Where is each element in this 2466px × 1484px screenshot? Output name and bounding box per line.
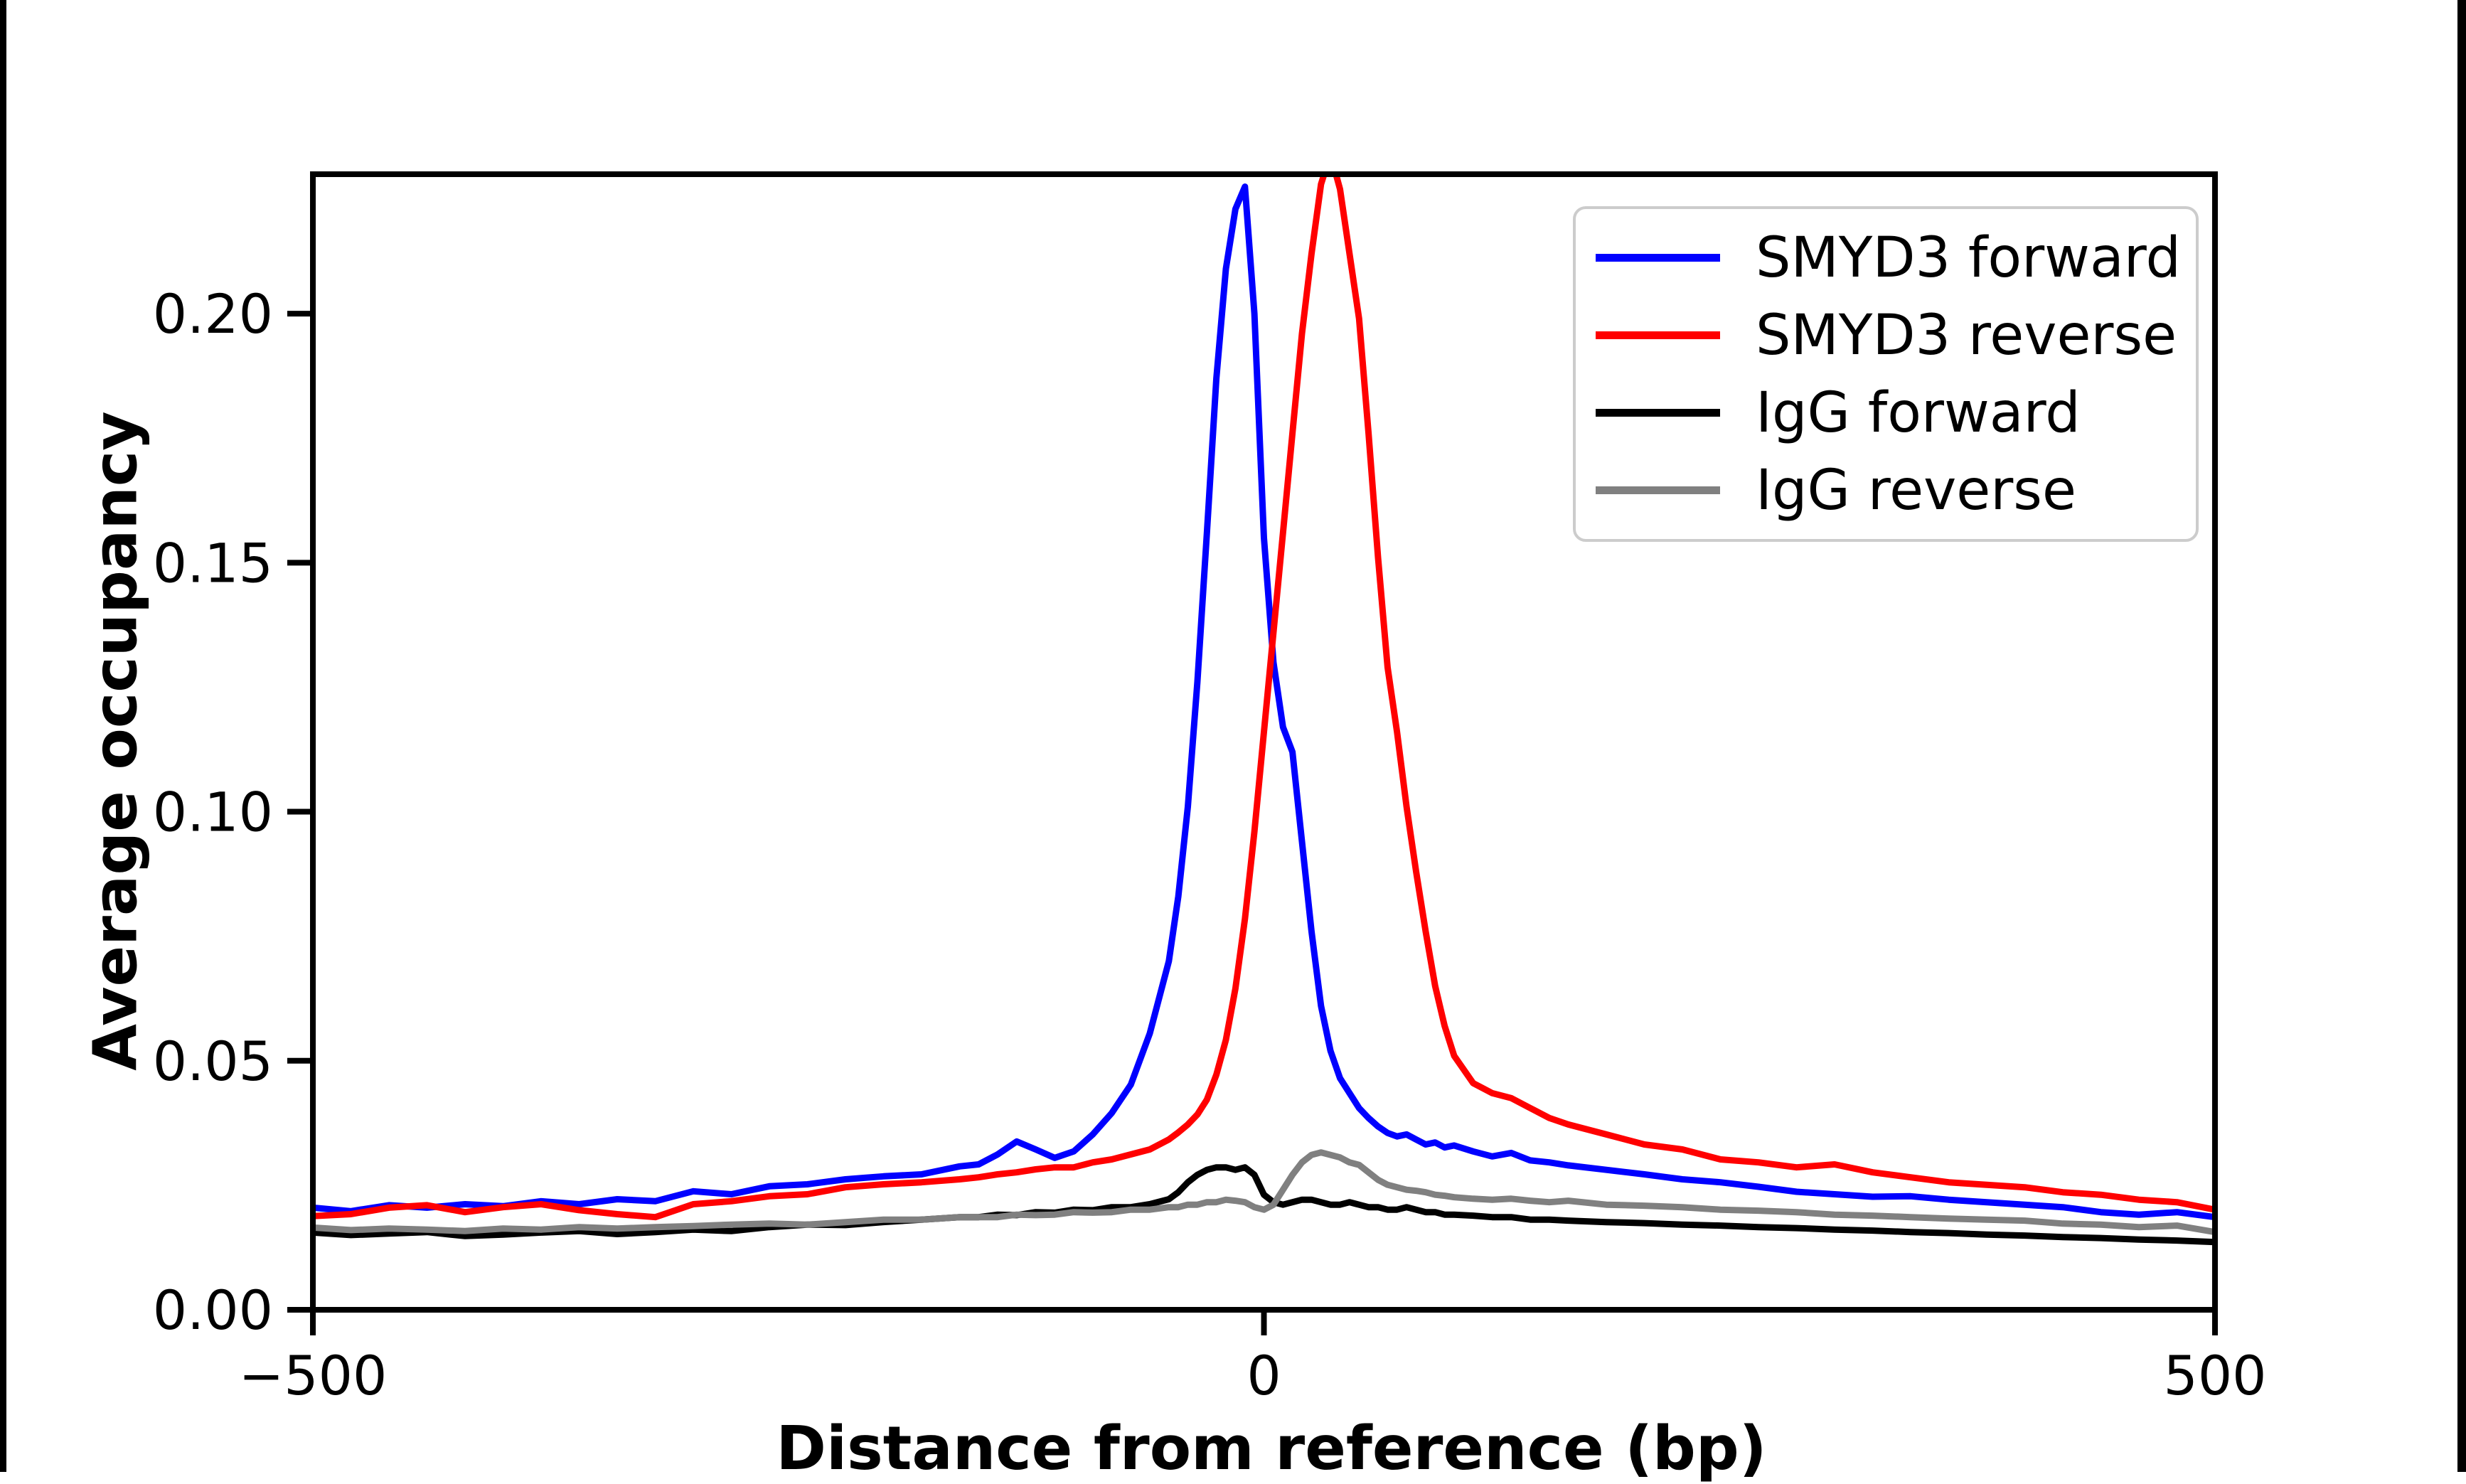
legend-label: SMYD3 forward <box>1756 225 2181 290</box>
legend-line-sample-blue <box>1596 254 1720 262</box>
legend-line-sample-black <box>1596 409 1720 417</box>
legend-label: IgG forward <box>1756 380 2081 445</box>
legend-box: SMYD3 forward SMYD3 reverse IgG forward … <box>1573 206 2199 542</box>
x-axis-label: Distance from reference (bp) <box>776 1414 1767 1484</box>
legend-entry-smyd3-reverse: SMYD3 reverse <box>1596 297 2179 374</box>
axes-spines <box>310 171 2218 1313</box>
legend-entry-smyd3-forward: SMYD3 forward <box>1596 220 2181 297</box>
legend-label: IgG reverse <box>1756 458 2076 523</box>
screen-left-black-bar <box>0 0 6 1472</box>
y-tick-label: 0.20 <box>153 282 273 346</box>
y-axis-label: Average occupancy <box>80 411 151 1071</box>
x-tick-label: 0 <box>1247 1344 1281 1407</box>
x-tick-label: −500 <box>239 1344 388 1407</box>
y-tick-label: 0.05 <box>153 1030 273 1093</box>
curve-smyd3-reverse <box>313 174 2215 1221</box>
legend-entry-igg-reverse: IgG reverse <box>1596 452 2179 529</box>
legend-label: SMYD3 reverse <box>1756 303 2177 368</box>
curve-smyd3-forward <box>313 183 2215 1221</box>
y-tick-label: 0.15 <box>153 531 273 594</box>
y-tick-label: 0.10 <box>153 781 273 844</box>
legend-entry-igg-forward: IgG forward <box>1596 375 2179 452</box>
curve-igg-reverse <box>313 1149 2215 1236</box>
x-tick-label: 500 <box>2163 1344 2266 1407</box>
legend-line-sample-gray <box>1596 486 1720 494</box>
y-tick-label: 0.00 <box>153 1279 273 1342</box>
screen-right-black-bar <box>2457 0 2466 1472</box>
legend-line-sample-red <box>1596 331 1720 339</box>
